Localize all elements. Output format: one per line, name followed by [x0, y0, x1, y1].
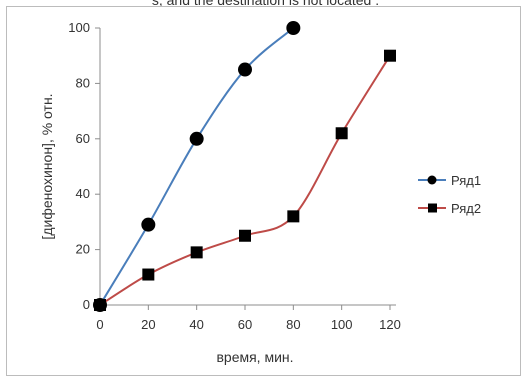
data-point — [335, 127, 348, 140]
data-point — [286, 21, 301, 35]
x-tick-label: 0 — [96, 317, 103, 332]
top-caption: s, and the destination is not located . — [151, 0, 380, 8]
legend-entry: Ряд1 — [418, 173, 481, 188]
chart-frame — [6, 6, 521, 376]
data-point — [141, 217, 156, 232]
y-axis-title: [дифенохинон], % отн. — [39, 93, 55, 239]
data-point — [238, 62, 252, 77]
y-tick-label: 40 — [76, 186, 90, 201]
legend-label: Ряд1 — [451, 173, 481, 188]
series-line — [99, 55, 391, 306]
legend-entry: Ряд2 — [418, 201, 481, 216]
axes: 0 20 40 60 80 100 0 20 40 60 80 100 120 время, мин. [д… — [39, 20, 401, 365]
series-1 — [93, 21, 301, 312]
data-point — [239, 229, 251, 242]
series-layer — [93, 21, 396, 312]
y-tick-label: 20 — [76, 242, 90, 257]
data-point — [189, 131, 204, 146]
data-point — [287, 210, 300, 223]
x-tick-label: 80 — [286, 317, 300, 332]
series-line — [99, 27, 294, 306]
x-tick-label: 120 — [379, 317, 401, 332]
legend-label: Ряд2 — [451, 201, 481, 216]
y-tick-label: 0 — [83, 297, 90, 312]
x-tick-label: 20 — [141, 317, 155, 332]
data-point — [94, 299, 106, 311]
data-point — [190, 246, 203, 259]
x-tick-label: 100 — [331, 317, 353, 332]
legend-marker — [428, 203, 437, 213]
data-point — [142, 268, 155, 281]
data-point — [384, 49, 396, 62]
legend: Ряд1 Ряд2 — [418, 173, 481, 216]
x-tick-label: 60 — [238, 317, 252, 332]
y-tick-label: 60 — [76, 131, 90, 146]
y-tick-label: 80 — [76, 75, 90, 90]
x-tick-label: 40 — [189, 317, 203, 332]
legend-marker — [427, 175, 437, 185]
series-2 — [94, 49, 396, 311]
x-axis-title: время, мин. — [216, 349, 293, 365]
y-tick-label: 100 — [68, 20, 90, 35]
